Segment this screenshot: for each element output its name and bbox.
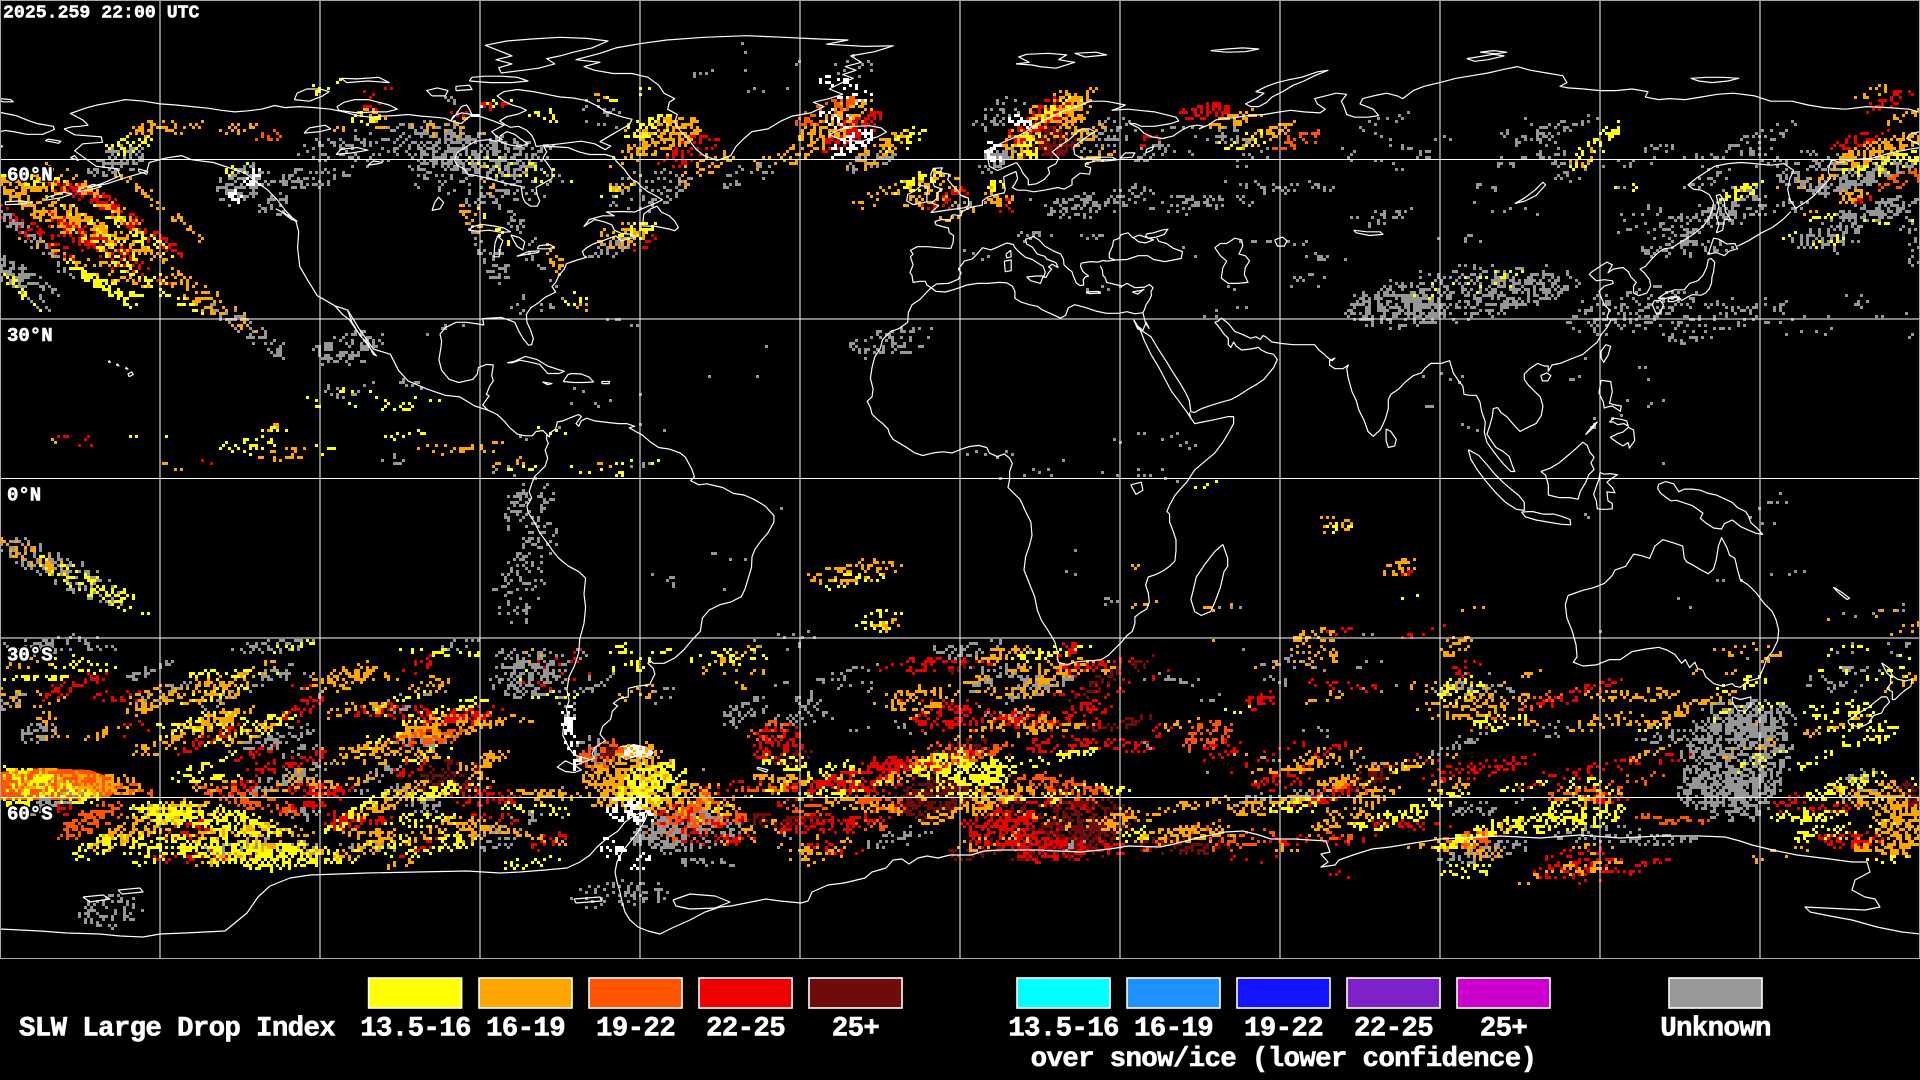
svg-text:SLW Large Drop Index: SLW Large Drop Index [19, 1014, 335, 1045]
svg-text:30°S: 30°S [7, 645, 53, 667]
svg-text:25+: 25+ [832, 1014, 880, 1045]
svg-text:60°S: 60°S [7, 804, 53, 826]
svg-text:60°S: 60°S [7, 804, 53, 826]
svg-text:16-19: 16-19 [1134, 1014, 1213, 1045]
svg-text:0°N: 0°N [7, 485, 41, 507]
svg-text:60°N: 60°N [7, 165, 53, 187]
svg-text:over snow/ice (lower confidenc: over snow/ice (lower confidence) [1031, 1044, 1537, 1075]
svg-text:25+: 25+ [1480, 1014, 1528, 1045]
svg-text:22-25: 22-25 [706, 1014, 785, 1045]
svg-text:19-22: 19-22 [1244, 1014, 1323, 1045]
svg-text:0°N: 0°N [7, 485, 41, 507]
svg-text:19-22: 19-22 [596, 1014, 675, 1045]
svg-text:22-25: 22-25 [1354, 1014, 1433, 1045]
svg-text:30°N: 30°N [7, 325, 53, 347]
svg-text:13.5-16: 13.5-16 [1008, 1014, 1119, 1045]
svg-text:2025.259 22:00 UTC: 2025.259 22:00 UTC [3, 3, 200, 23]
svg-text:Unknown: Unknown [1660, 1014, 1771, 1045]
svg-text:30°N: 30°N [7, 325, 53, 347]
svg-text:2025.259 22:00 UTC: 2025.259 22:00 UTC [3, 3, 200, 23]
svg-text:13.5-16: 13.5-16 [360, 1014, 471, 1045]
svg-text:16-19: 16-19 [486, 1014, 565, 1045]
svg-text:30°S: 30°S [7, 645, 53, 667]
svg-text:60°N: 60°N [7, 165, 53, 187]
